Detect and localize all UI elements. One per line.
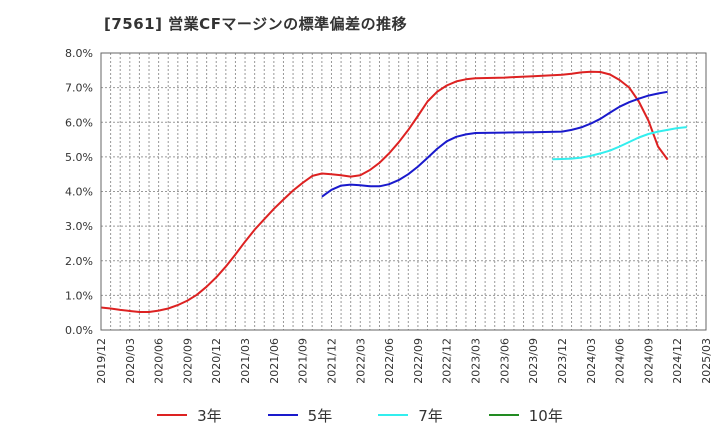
legend-label: 10年 [528, 406, 563, 425]
y-tick-label: 5.0% [65, 151, 93, 164]
chart-title: [7561] 営業CFマージンの標準偏差の推移 [104, 15, 408, 33]
x-tick-label: 2025/03 [700, 338, 713, 384]
x-tick-label: 2022/12 [441, 338, 454, 384]
x-tick-label: 2022/09 [412, 338, 425, 384]
x-axis: 2019/12 2020/03 2020/06 2020/09 2020/12 2021/… [95, 338, 713, 384]
x-tick-label: 2020/03 [124, 338, 137, 384]
y-tick-label: 3.0% [65, 220, 93, 233]
grid [101, 53, 706, 330]
y-tick-label: 4.0% [65, 186, 93, 199]
x-tick-label: 2021/12 [325, 338, 338, 384]
x-tick-label: 2024/06 [614, 338, 627, 384]
y-axis: 0.0% 1.0% 2.0% 3.0% 4.0% 5.0% 6.0% 7.0% 8.0% [65, 47, 93, 337]
legend: 3年 5年 7年 10年 [0, 401, 720, 429]
legend-swatch [157, 414, 188, 416]
series-line-5年 [321, 90, 668, 198]
legend-item: 10年 [488, 405, 563, 426]
x-tick-label: 2019/12 [95, 338, 108, 384]
x-tick-label: 2024/03 [585, 338, 598, 384]
legend-label: 7年 [418, 406, 443, 425]
x-tick-label: 2020/06 [153, 338, 166, 384]
x-tick-label: 2022/06 [383, 338, 396, 384]
y-tick-label: 0.0% [65, 324, 93, 337]
y-tick-label: 7.0% [65, 82, 93, 95]
legend-swatch [488, 414, 519, 416]
legend-item: 3年 [157, 405, 222, 426]
x-tick-label: 2023/09 [527, 338, 540, 384]
plot-area [101, 53, 706, 330]
y-tick-label: 2.0% [65, 255, 93, 268]
x-tick-label: 2024/12 [671, 338, 684, 384]
legend-swatch [267, 414, 298, 416]
x-tick-label: 2023/03 [470, 338, 483, 384]
y-tick-label: 8.0% [65, 47, 93, 60]
y-tick-label: 1.0% [65, 289, 93, 302]
x-tick-label: 2023/12 [556, 338, 569, 384]
legend-item: 7年 [378, 405, 443, 426]
legend-label: 3年 [197, 406, 222, 425]
x-tick-label: 2021/06 [268, 338, 281, 384]
x-tick-label: 2024/09 [642, 338, 655, 384]
x-tick-label: 2023/06 [498, 338, 511, 384]
series-lines [100, 70, 687, 313]
x-tick-label: 2021/09 [297, 338, 310, 384]
x-tick-label: 2020/12 [210, 338, 223, 384]
series-line-3年 [100, 70, 669, 313]
plot-border [100, 52, 707, 331]
series-line-7年 [552, 126, 687, 161]
legend-label: 5年 [307, 406, 333, 425]
legend-swatch [378, 414, 409, 416]
x-tick-label: 2022/03 [354, 338, 367, 384]
x-tick-label: 2021/03 [239, 338, 252, 384]
y-tick-label: 6.0% [65, 116, 93, 129]
legend-item: 5年 [267, 405, 333, 426]
x-tick-label: 2020/09 [181, 338, 194, 384]
line-chart: 0.0% 1.0% 2.0% 3.0% 4.0% 5.0% 6.0% 7.0% 8.0% 201… [65, 47, 713, 384]
